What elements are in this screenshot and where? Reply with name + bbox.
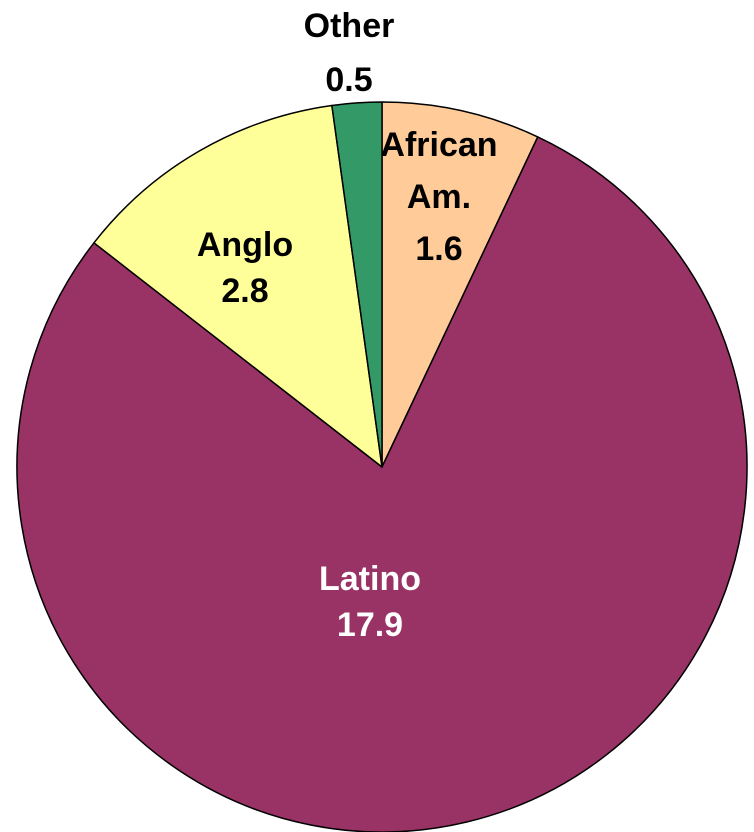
slice-name-other: Other [304, 7, 395, 45]
slice-value-latino: 17.9 [337, 606, 403, 644]
pie-slice-latino [16, 136, 748, 832]
slice-value-other: 0.5 [325, 61, 372, 99]
slice-value-anglo: 2.8 [221, 272, 268, 310]
slice-name-african-am: Am. [407, 178, 471, 216]
pie-slices [16, 101, 748, 832]
slice-value-african-am: 1.6 [415, 230, 462, 268]
pie-labels: African Am. 1.6 Latino 17.9 Anglo 2.8 Other 0.5 [197, 7, 498, 644]
slice-label-latino: Latino 17.9 [319, 560, 421, 644]
slice-name-anglo: Anglo [197, 226, 293, 264]
slice-label-african-am: African Am. 1.6 [380, 126, 497, 268]
slice-label-other: Other 0.5 [304, 7, 395, 99]
slice-label-anglo: Anglo 2.8 [197, 226, 293, 310]
pie-slice-african-am [381, 101, 539, 468]
slice-name-latino: Latino [319, 560, 421, 598]
slice-name-african-am: African [380, 126, 497, 164]
pie-slice-other [331, 101, 383, 468]
pie-slice-anglo [93, 104, 383, 468]
